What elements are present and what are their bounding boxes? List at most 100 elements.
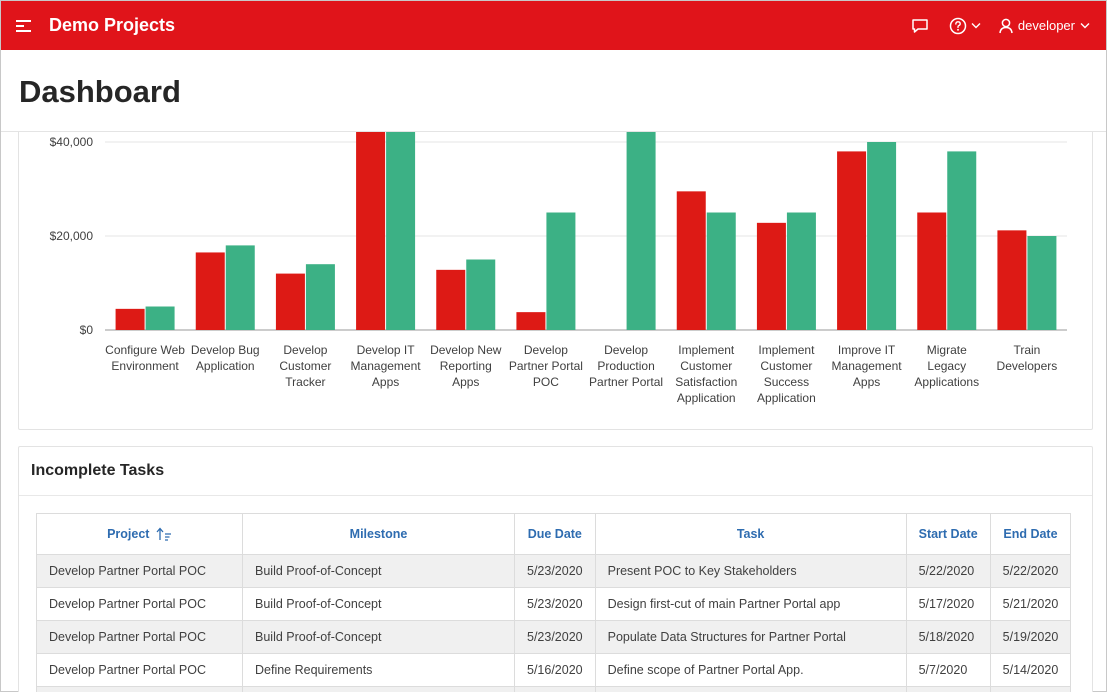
cell-start-date: 5/7/2020 <box>905 653 991 687</box>
bar-cost[interactable] <box>305 264 335 330</box>
column-label-milestone: Milestone <box>349 527 408 541</box>
bar-budget[interactable] <box>837 151 867 330</box>
column-header-milestone[interactable]: Milestone <box>242 513 515 555</box>
x-category-label: Configure Web Environment <box>105 343 185 373</box>
cell-end-date: 5/21/2020 <box>989 587 1072 621</box>
table-row: Develop Partner Portal POC Build Proof-o… <box>36 620 1072 654</box>
bar-budget[interactable] <box>356 104 386 331</box>
bar-cost[interactable] <box>546 212 576 331</box>
bar-cost[interactable] <box>947 151 977 330</box>
cell-milestone: Build Proof-of-Concept <box>242 587 515 621</box>
cell-project: Develop Partner Portal POC <box>36 620 243 654</box>
menu-icon <box>16 19 31 32</box>
x-category-label: Develop IT Management Apps <box>350 343 421 389</box>
table-header-row: Project Milestone Due Date Task Start Da… <box>36 513 1072 555</box>
cell-project: Develop Partner Portal POC <box>36 554 243 588</box>
bar-cost[interactable] <box>466 259 496 331</box>
cell-start-date: 5/22/2020 <box>905 554 991 588</box>
column-header-end-date[interactable]: End Date <box>989 513 1072 555</box>
bar-budget[interactable] <box>676 191 706 330</box>
app-title[interactable]: Demo Projects <box>49 15 176 35</box>
bar-budget[interactable] <box>115 308 145 330</box>
bar-budget[interactable] <box>275 273 305 330</box>
y-tick-label: $40,000 <box>50 135 94 149</box>
cell-due-date: 5/16/2020 <box>514 653 596 687</box>
column-label-end-date: End Date <box>1003 527 1058 541</box>
bar-cost[interactable] <box>786 212 816 331</box>
bar-budget[interactable] <box>195 252 225 330</box>
y-tick-label: $0 <box>80 323 94 337</box>
cell-end-date: 5/19/2020 <box>989 620 1072 654</box>
cell-milestone: Define Requirements <box>242 653 515 687</box>
cell-start-date: 5/17/2020 <box>905 587 991 621</box>
cell-task: Populate Data Structures for Partner Por… <box>594 620 907 654</box>
incomplete-tasks-region: Incomplete Tasks Project Milestone Due D… <box>18 446 1093 692</box>
x-category-label: Implement Customer Success Application <box>757 343 816 405</box>
bar-cost[interactable] <box>145 306 175 331</box>
budget-bar-chart: $0 $20,000 $40,000 <box>50 48 1067 337</box>
bar-budget[interactable] <box>917 212 947 331</box>
x-category-label: Develop Customer Tracker <box>279 343 332 389</box>
cell-start-date: 5/18/2020 <box>905 620 991 654</box>
user-name: developer <box>1017 18 1075 33</box>
cell-task: Define scope of Partner Portal App. <box>594 653 907 687</box>
nav-menu-button[interactable] <box>1 1 47 50</box>
table-row <box>36 686 1072 692</box>
bar-budget[interactable] <box>516 312 546 330</box>
table-row: Develop Partner Portal POC Build Proof-o… <box>36 554 1072 588</box>
x-category-label: Develop Bug Application <box>190 343 260 373</box>
bar-cost[interactable] <box>867 142 897 330</box>
column-header-due-date[interactable]: Due Date <box>514 513 596 555</box>
user-menu-button[interactable]: developer <box>991 1 1106 50</box>
incomplete-tasks-table: Project Milestone Due Date Task Start Da… <box>36 513 1072 692</box>
cell-project: Develop Partner Portal POC <box>36 587 243 621</box>
column-header-start-date[interactable]: Start Date <box>905 513 991 555</box>
column-header-project[interactable]: Project <box>36 513 243 555</box>
x-category-label: Train Developers <box>996 343 1058 373</box>
column-header-task[interactable]: Task <box>594 513 907 555</box>
x-category-label: Develop Partner Portal POC <box>508 343 583 389</box>
cell-project: Develop Partner Portal POC <box>36 653 243 687</box>
help-icon <box>949 17 967 34</box>
cell-milestone: Build Proof-of-Concept <box>242 554 515 588</box>
column-label-start-date: Start Date <box>918 527 978 541</box>
cell-milestone: Build Proof-of-Concept <box>242 620 515 654</box>
tasks-region-header: Incomplete Tasks <box>19 447 1092 496</box>
page-title-bar: Dashboard <box>1 50 1106 132</box>
bar-cost[interactable] <box>386 118 416 331</box>
cell-task: Present POC to Key Stakeholders <box>594 554 907 588</box>
x-category-label: Develop New Reporting Apps <box>430 343 502 389</box>
cell-due-date: 5/23/2020 <box>514 554 596 588</box>
help-menu-button[interactable] <box>939 1 991 50</box>
chevron-down-icon <box>971 23 981 29</box>
app-header: Demo Projects developer <box>1 1 1106 50</box>
bar-budget[interactable] <box>997 230 1027 330</box>
chat-icon <box>912 18 928 33</box>
bar-cost[interactable] <box>706 212 736 331</box>
table-row: Develop Partner Portal POC Build Proof-o… <box>36 587 1072 621</box>
x-category-label: Develop Production Partner Portal <box>589 343 664 389</box>
bar-cost[interactable] <box>1027 236 1057 330</box>
bar-budget[interactable] <box>436 269 466 330</box>
user-icon <box>999 18 1013 33</box>
bar-budget[interactable] <box>756 222 786 330</box>
page-title: Dashboard <box>19 74 181 109</box>
x-category-label: Improve IT Management Apps <box>831 343 902 389</box>
bar-cost[interactable] <box>225 245 255 330</box>
cell-due-date: 5/23/2020 <box>514 620 596 654</box>
table-row: Develop Partner Portal POC Define Requir… <box>36 653 1072 687</box>
x-category-label: Implement Customer Satisfaction Application <box>675 343 738 405</box>
column-label-project: Project <box>107 526 150 541</box>
chart-category-labels: Configure Web Environment Develop Bug Appli… <box>19 342 1094 412</box>
header-actions: developer <box>901 1 1106 50</box>
cell-end-date: 5/14/2020 <box>989 653 1072 687</box>
x-category-label: Migrate Legacy Applications <box>914 343 980 389</box>
column-label-due-date: Due Date <box>527 527 582 541</box>
cell-due-date: 5/23/2020 <box>514 587 596 621</box>
feedback-button[interactable] <box>901 1 939 50</box>
sort-ascending-icon <box>156 527 171 541</box>
cell-task: Design first-cut of main Partner Portal … <box>594 587 907 621</box>
tasks-region-title: Incomplete Tasks <box>31 462 165 479</box>
column-label-task: Task <box>736 527 765 541</box>
chevron-down-icon <box>1080 23 1090 29</box>
